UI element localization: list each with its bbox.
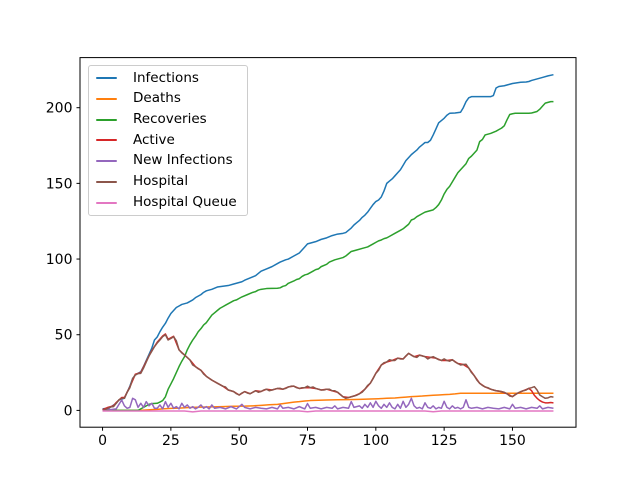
legend-line-sample: [96, 98, 117, 101]
legend-label: Infections: [133, 69, 199, 86]
legend-item-hospital: Hospital: [96, 172, 247, 192]
series-line-new-infections: [102, 397, 554, 412]
legend-item-recoveries: Recoveries: [96, 110, 247, 130]
legend-label: New Infections: [133, 152, 233, 169]
legend-line-sample: [96, 118, 117, 121]
legend-item-infections: Infections: [96, 68, 247, 88]
x-tick-label: 100: [362, 433, 389, 449]
y-tick-label: 100: [46, 252, 73, 268]
legend-item-deaths: Deaths: [96, 89, 247, 109]
legend-line-sample: [96, 139, 117, 142]
legend-label: Recoveries: [133, 111, 207, 127]
series-line-infections: [102, 73, 554, 410]
series-line-deaths: [102, 392, 554, 412]
legend-label: Hospital Queue: [133, 193, 237, 210]
x-tick-label: 50: [230, 433, 248, 449]
y-tick-label: 150: [46, 176, 73, 192]
x-tick-label: 150: [499, 433, 526, 449]
series-line-recoveries: [102, 100, 554, 412]
legend-item-new-infections: New Infections: [96, 151, 247, 171]
legend-line-sample: [96, 160, 117, 163]
legend-label: Deaths: [133, 90, 181, 107]
y-tick-label: 0: [64, 403, 73, 419]
series-line-hospital: [102, 333, 554, 412]
y-tick-label: 50: [55, 328, 73, 344]
legend-line-sample: [96, 77, 117, 80]
x-tick-label: 75: [299, 433, 317, 449]
legend-label: Active: [133, 131, 175, 148]
y-tick-label: 200: [46, 101, 73, 117]
x-tick-label: 25: [162, 433, 180, 449]
legend-label: Hospital: [133, 173, 189, 190]
axes-spines: [79, 57, 577, 428]
legend: Infections Deaths Recoveries Active New Infe…: [88, 65, 248, 216]
x-tick-label: 125: [431, 433, 458, 449]
legend-line-sample: [96, 180, 117, 183]
series-line-hospital-queue: [102, 410, 554, 413]
x-tick-label: 0: [98, 433, 107, 449]
legend-item-hospital-queue: Hospital Queue: [96, 193, 247, 213]
legend-item-active: Active: [96, 130, 247, 150]
legend-line-sample: [96, 201, 117, 204]
